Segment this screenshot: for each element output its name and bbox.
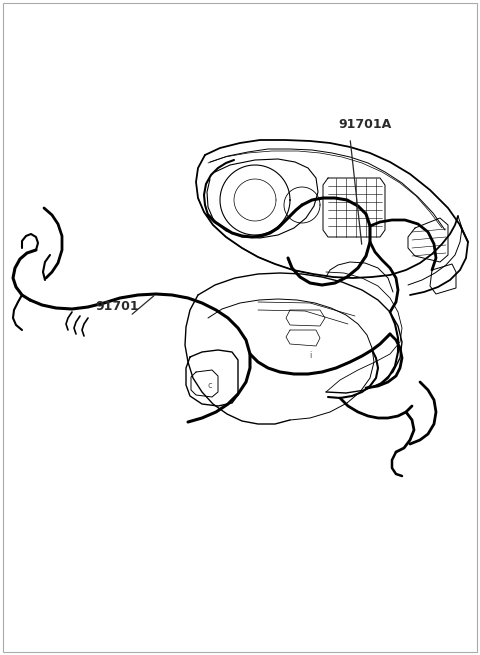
Text: 91701A: 91701A bbox=[338, 119, 391, 132]
Text: i: i bbox=[309, 350, 311, 360]
Text: 91701: 91701 bbox=[95, 301, 139, 314]
Text: c: c bbox=[208, 381, 212, 390]
